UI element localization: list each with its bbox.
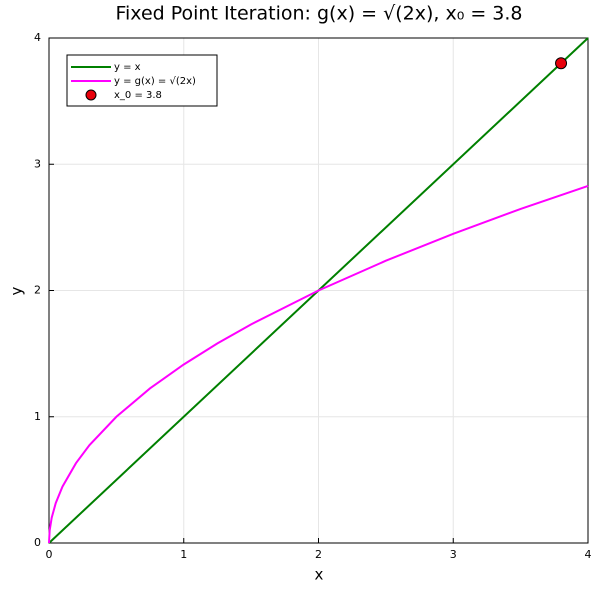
plot-frame — [48, 37, 589, 544]
y-tick-label: 3 — [34, 157, 41, 170]
series-line — [48, 185, 589, 544]
legend-label: x_0 = 3.8 — [114, 90, 162, 101]
y-tick-label: 4 — [34, 31, 41, 44]
x-tick-label: 3 — [450, 548, 457, 561]
y-axis-label: y — [8, 286, 26, 295]
x-tick-label: 2 — [315, 548, 322, 561]
legend-label: y = x — [114, 62, 141, 73]
y-tick-label: 0 — [34, 536, 41, 549]
x-tick-label: 4 — [585, 548, 592, 561]
legend-marker — [85, 89, 97, 101]
scatter-point — [555, 57, 568, 70]
y-tick-label: 2 — [34, 284, 41, 297]
legend-label: y = g(x) = √(2x) — [114, 76, 196, 87]
chart-title: Fixed Point Iteration: g(x) = √(2x), x₀ … — [115, 3, 522, 25]
x-tick-label: 1 — [180, 548, 187, 561]
y-tick-label: 1 — [34, 410, 41, 423]
x-tick-label: 0 — [46, 548, 53, 561]
x-axis-label: x — [315, 566, 324, 584]
